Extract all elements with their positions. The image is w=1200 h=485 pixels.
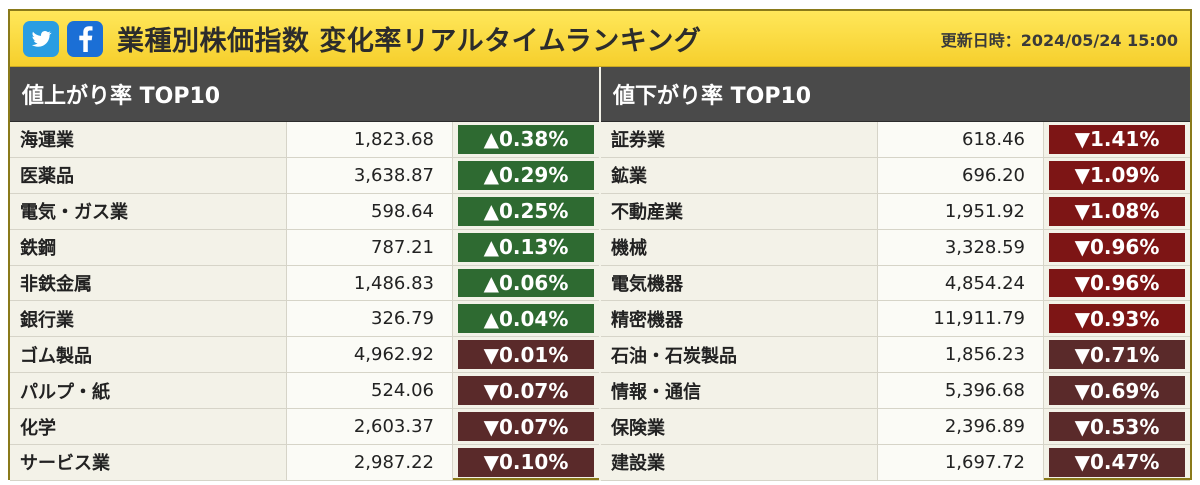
- index-value: 524.06: [287, 373, 453, 409]
- facebook-share-button[interactable]: [67, 20, 103, 57]
- change-badge: ▲0.04%: [458, 304, 594, 334]
- change-badge: ▼0.71%: [1049, 340, 1185, 370]
- change-badge: ▼1.41%: [1049, 125, 1185, 154]
- index-value: 2,396.89: [878, 409, 1044, 445]
- index-value: 1,856.23: [878, 337, 1044, 373]
- table-row: 保険業 2,396.89 ▼0.53%: [601, 409, 1190, 446]
- updated-timestamp: 更新日時：2024/05/24 15:00: [940, 30, 1178, 50]
- page-title: 業種別株価指数 変化率リアルタイムランキング: [117, 26, 702, 57]
- sector-name: 建設業: [601, 445, 878, 480]
- sector-name: 証券業: [601, 122, 878, 157]
- gainers-column: 値上がり率 TOP10 海運業 1,823.68 ▲0.38% 医薬品 3,638.87…: [10, 67, 601, 481]
- sector-name: 医薬品: [10, 157, 287, 193]
- index-value: 3,328.59: [878, 229, 1044, 265]
- twitter-icon: [31, 30, 52, 47]
- sector-name: 情報・通信: [601, 373, 878, 409]
- table-row: 非鉄金属 1,486.83 ▲0.06%: [10, 265, 599, 302]
- index-value: 598.64: [287, 193, 453, 229]
- sector-name: サービス業: [10, 445, 287, 480]
- change-badge: ▼0.07%: [458, 412, 594, 442]
- losers-heading: 値下がり率 TOP10: [601, 67, 1190, 122]
- sector-name: 石油・石炭製品: [601, 337, 878, 373]
- sector-name: ゴム製品: [10, 337, 287, 373]
- sector-name: 海運業: [10, 122, 287, 157]
- table-row: 海運業 1,823.68 ▲0.38%: [10, 122, 599, 158]
- change-badge: ▼0.96%: [1049, 268, 1185, 298]
- table-row: 情報・通信 5,396.68 ▼0.69%: [601, 373, 1190, 410]
- table-row: 医薬品 3,638.87 ▲0.29%: [10, 157, 599, 194]
- change-badge: ▼0.01%: [458, 340, 594, 370]
- change-badge: ▼1.08%: [1049, 196, 1185, 226]
- sector-name: 精密機器: [601, 301, 878, 337]
- sector-name: 不動産業: [601, 193, 878, 229]
- change-badge: ▼1.09%: [1049, 160, 1185, 190]
- gainers-heading: 値上がり率 TOP10: [10, 67, 599, 122]
- sector-name: 電気機器: [601, 265, 878, 301]
- table-row: 鉄鋼 787.21 ▲0.13%: [10, 229, 599, 266]
- sector-name: 鉄鋼: [10, 229, 287, 265]
- change-badge: ▲0.13%: [458, 232, 594, 262]
- index-value: 1,951.92: [878, 193, 1044, 229]
- index-value: 787.21: [287, 229, 453, 265]
- table-row: 精密機器 11,911.79 ▼0.93%: [601, 301, 1190, 338]
- change-badge: ▼0.93%: [1049, 304, 1185, 334]
- table-row: 鉱業 696.20 ▼1.09%: [601, 157, 1190, 194]
- sector-name: 保険業: [601, 409, 878, 445]
- index-value: 1,486.83: [287, 265, 453, 301]
- change-badge: ▲0.06%: [458, 268, 594, 298]
- table-row: 不動産業 1,951.92 ▼1.08%: [601, 193, 1190, 230]
- sector-name: 銀行業: [10, 301, 287, 337]
- index-value: 618.46: [878, 122, 1044, 157]
- losers-column: 値下がり率 TOP10 証券業 618.46 ▼1.41% 鉱業 696.20 ▼1.09…: [601, 67, 1190, 481]
- table-row: 石油・石炭製品 1,856.23 ▼0.71%: [601, 337, 1190, 374]
- index-value: 5,396.68: [878, 373, 1044, 409]
- change-badge: ▲0.38%: [458, 125, 594, 154]
- table-row: 証券業 618.46 ▼1.41%: [601, 122, 1190, 158]
- table-row: 機械 3,328.59 ▼0.96%: [601, 229, 1190, 266]
- change-badge: ▼0.96%: [1049, 232, 1185, 262]
- index-value: 1,697.72: [878, 445, 1044, 480]
- index-value: 326.79: [287, 301, 453, 337]
- change-badge: ▼0.10%: [458, 448, 594, 477]
- table-row: 電気・ガス業 598.64 ▲0.25%: [10, 193, 599, 230]
- index-value: 11,911.79: [878, 301, 1044, 337]
- sector-name: 鉱業: [601, 157, 878, 193]
- sector-name: 電気・ガス業: [10, 193, 287, 229]
- table-row: 銀行業 326.79 ▲0.04%: [10, 301, 599, 338]
- table-row: パルプ・紙 524.06 ▼0.07%: [10, 373, 599, 410]
- sector-name: 機械: [601, 229, 878, 265]
- index-value: 1,823.68: [287, 122, 453, 157]
- sector-name: パルプ・紙: [10, 373, 287, 409]
- change-badge: ▼0.47%: [1049, 448, 1185, 477]
- sector-name: 非鉄金属: [10, 265, 287, 301]
- facebook-icon: [79, 25, 93, 52]
- table-row: 建設業 1,697.72 ▼0.47%: [601, 445, 1190, 481]
- index-value: 696.20: [878, 157, 1044, 193]
- table-row: サービス業 2,987.22 ▼0.10%: [10, 445, 599, 481]
- index-value: 4,962.92: [287, 337, 453, 373]
- twitter-share-button[interactable]: [23, 20, 59, 57]
- index-value: 2,603.37: [287, 409, 453, 445]
- change-badge: ▲0.29%: [458, 160, 594, 190]
- index-value: 3,638.87: [287, 157, 453, 193]
- table-row: 化学 2,603.37 ▼0.07%: [10, 409, 599, 446]
- change-badge: ▼0.53%: [1049, 412, 1185, 442]
- header-bar: 業種別株価指数 変化率リアルタイムランキング 更新日時：2024/05/24 1…: [10, 11, 1190, 67]
- table-row: ゴム製品 4,962.92 ▼0.01%: [10, 337, 599, 374]
- table-row: 電気機器 4,854.24 ▼0.96%: [601, 265, 1190, 302]
- sector-name: 化学: [10, 409, 287, 445]
- index-value: 2,987.22: [287, 445, 453, 480]
- sector-ranking-widget: 業種別株価指数 変化率リアルタイムランキング 更新日時：2024/05/24 1…: [8, 9, 1192, 481]
- change-badge: ▲0.25%: [458, 196, 594, 226]
- change-badge: ▼0.07%: [458, 376, 594, 406]
- index-value: 4,854.24: [878, 265, 1044, 301]
- change-badge: ▼0.69%: [1049, 376, 1185, 406]
